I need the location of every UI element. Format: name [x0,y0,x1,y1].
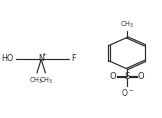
Text: S: S [124,72,130,81]
Text: CH$_3$: CH$_3$ [39,76,53,86]
Text: O: O [110,72,116,81]
Text: O$^-$: O$^-$ [121,87,134,98]
Text: O: O [138,72,144,81]
Text: HO: HO [1,55,14,63]
Text: CH$_3$: CH$_3$ [29,76,44,86]
Text: +: + [41,52,46,57]
Text: F: F [71,55,75,63]
Text: CH$_3$: CH$_3$ [120,20,134,30]
Text: N: N [38,55,44,63]
